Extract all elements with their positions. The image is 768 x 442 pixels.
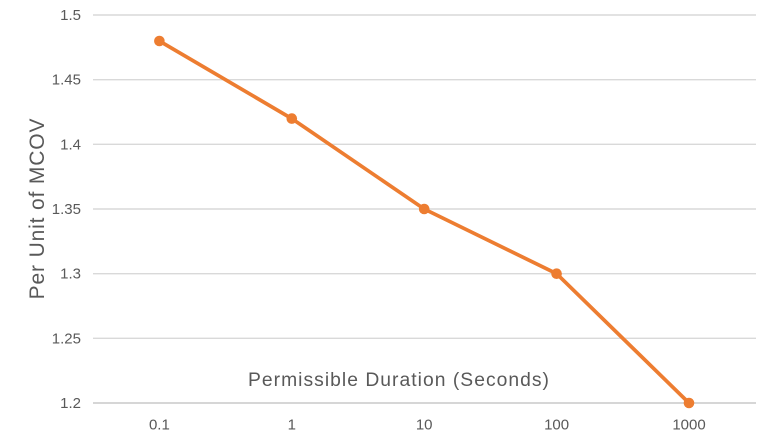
svg-text:1.25: 1.25 — [52, 330, 81, 347]
svg-text:10: 10 — [416, 417, 433, 434]
svg-text:1.45: 1.45 — [52, 72, 81, 89]
svg-text:Per Unit of MCOV: Per Unit of MCOV — [26, 118, 49, 300]
svg-text:0.1: 0.1 — [149, 417, 170, 434]
svg-text:Permissible Duration (Seconds): Permissible Duration (Seconds) — [248, 370, 550, 391]
svg-text:1.4: 1.4 — [60, 136, 81, 153]
svg-text:100: 100 — [544, 417, 569, 434]
svg-text:1: 1 — [288, 417, 296, 434]
svg-text:1.2: 1.2 — [60, 395, 81, 412]
svg-text:1000: 1000 — [672, 417, 705, 434]
svg-text:1.5: 1.5 — [60, 7, 81, 24]
svg-text:1.35: 1.35 — [52, 201, 81, 218]
svg-text:1.3: 1.3 — [60, 266, 81, 283]
